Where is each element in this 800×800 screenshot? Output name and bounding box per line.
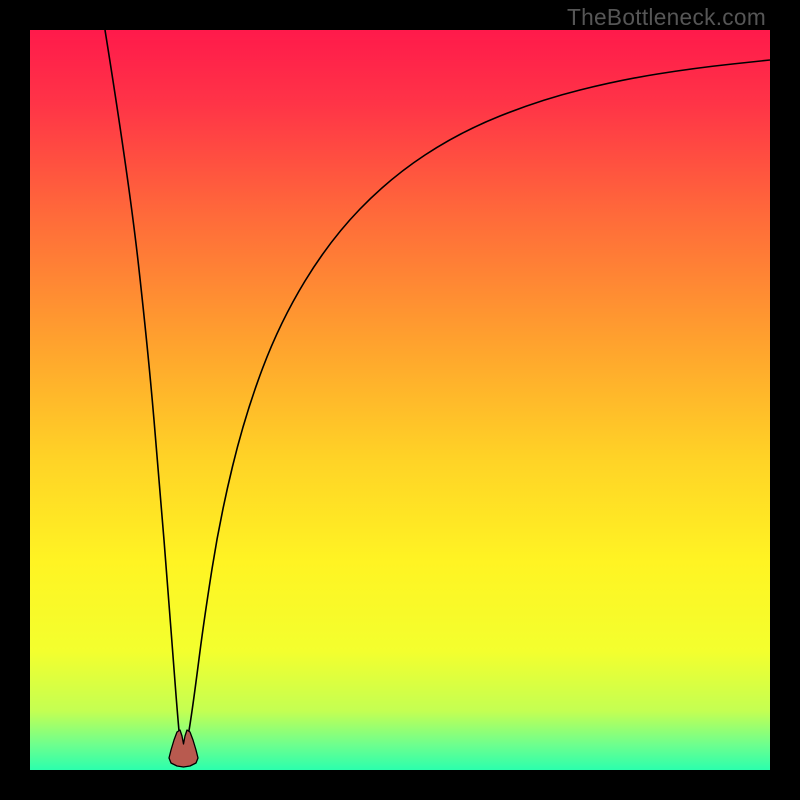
watermark-text: TheBottleneck.com: [567, 4, 766, 31]
plot-svg: [30, 30, 770, 770]
plot-area: [30, 30, 770, 770]
gradient-background: [30, 30, 770, 770]
